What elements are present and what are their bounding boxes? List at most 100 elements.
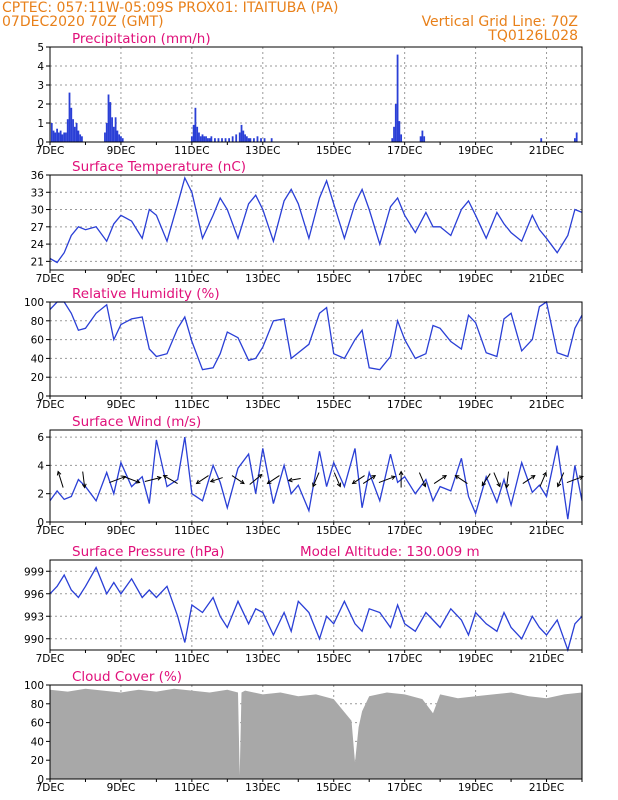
precip-bar bbox=[228, 138, 231, 142]
precip-bar bbox=[398, 121, 401, 142]
precip-bar bbox=[210, 136, 213, 142]
precip-bar bbox=[214, 138, 216, 142]
precip-bar bbox=[201, 134, 204, 142]
wind-ytick-label: 6 bbox=[37, 432, 44, 444]
wind-arrow-head bbox=[504, 483, 510, 489]
precip-bar bbox=[540, 138, 543, 142]
header-grid-line: Vertical Grid Line: 70Z bbox=[422, 14, 578, 30]
precip-bar bbox=[270, 138, 273, 142]
pres-xtick-label: 21DEC bbox=[529, 653, 564, 665]
pres-frame bbox=[49, 559, 583, 651]
wind-arrow-head bbox=[121, 475, 127, 480]
wind-arrow-head bbox=[454, 474, 460, 480]
precip-bar bbox=[574, 138, 576, 142]
precip-ytick-label: 1 bbox=[37, 118, 44, 130]
precip-bar bbox=[70, 107, 73, 142]
wind-arrow-head bbox=[556, 482, 562, 488]
wind-arrow bbox=[57, 471, 64, 488]
temp-ytick-label: 36 bbox=[31, 170, 45, 182]
wind-arrow-head bbox=[209, 478, 215, 483]
precip-xtick-label: 17DEC bbox=[387, 145, 422, 157]
rh-xtick-label: 9DEC bbox=[107, 399, 136, 411]
temp-xtick-label: 17DEC bbox=[387, 273, 422, 285]
rh-xtick-label: 11DEC bbox=[174, 399, 209, 411]
wind-arrow bbox=[493, 472, 501, 487]
wind-xtick-label: 11DEC bbox=[174, 525, 209, 537]
precip-bar bbox=[81, 136, 83, 142]
wind-arrow-head bbox=[239, 479, 245, 485]
precip-bar bbox=[238, 132, 241, 142]
wind-line bbox=[49, 436, 583, 520]
precip-bar bbox=[77, 130, 80, 142]
precip-bar bbox=[575, 132, 578, 142]
wind-ytick-label: 2 bbox=[37, 489, 44, 501]
wind-xtick-label: 15DEC bbox=[316, 525, 351, 537]
wind-arrow bbox=[522, 475, 536, 484]
wind-arrow bbox=[163, 475, 178, 484]
wind-arrow-head bbox=[542, 471, 547, 477]
precip-bar bbox=[63, 132, 66, 142]
precip-bar bbox=[419, 136, 422, 142]
precip-bar bbox=[217, 138, 220, 142]
precip-bar bbox=[205, 136, 207, 142]
rh-xtick-label: 15DEC bbox=[316, 399, 351, 411]
wind-arrow bbox=[378, 476, 396, 484]
wind-arrow bbox=[196, 475, 209, 484]
temp-panel: Surface Temperature (nC) 21 24 27 30 33 36 7DEC… bbox=[31, 159, 583, 285]
temp-xtick-label: 13DEC bbox=[245, 273, 280, 285]
precip-bar bbox=[118, 134, 121, 142]
wind-arrow-head bbox=[195, 479, 201, 485]
precip-ytick-label: 3 bbox=[37, 80, 44, 92]
pres-xtick-label: 13DEC bbox=[245, 653, 280, 665]
temp-ytick-label: 30 bbox=[31, 205, 44, 217]
cloud-xtick-label: 7DEC bbox=[36, 782, 65, 794]
cloud-title: Cloud Cover (%) bbox=[72, 669, 182, 685]
precip-bar bbox=[190, 136, 193, 142]
cloud-xtick-label: 13DEC bbox=[245, 782, 280, 794]
wind-arrow bbox=[82, 471, 86, 488]
temp-xtick-label: 15DEC bbox=[316, 273, 351, 285]
precip-bar bbox=[394, 104, 397, 142]
precip-bar bbox=[66, 119, 69, 142]
temp-xtick-label: 7DEC bbox=[36, 273, 65, 285]
precip-bar bbox=[208, 138, 211, 142]
wind-arrow bbox=[481, 473, 491, 486]
precip-xtick-label: 21DEC bbox=[529, 145, 564, 157]
rh-frame bbox=[49, 301, 583, 397]
wind-arrow-head bbox=[56, 470, 62, 476]
pres-line bbox=[49, 566, 583, 653]
pres-ytick-label: 990 bbox=[24, 634, 44, 646]
wind-arrow-head bbox=[530, 474, 536, 480]
wind-arrow bbox=[433, 475, 447, 484]
precip-bar bbox=[68, 92, 71, 142]
wind-arrow-head bbox=[442, 474, 448, 480]
wind-title: Surface Wind (m/s) bbox=[72, 414, 201, 430]
precip-xtick-label: 19DEC bbox=[458, 145, 493, 157]
precip-bar bbox=[121, 138, 124, 142]
wind-arrow-head bbox=[135, 479, 141, 484]
precip-bar bbox=[240, 124, 243, 142]
cloud-area bbox=[50, 688, 582, 779]
precip-bar bbox=[221, 138, 223, 142]
wind-arrow-head bbox=[351, 479, 357, 485]
precip-bar bbox=[206, 138, 209, 142]
pres-xtick-label: 17DEC bbox=[387, 653, 422, 665]
rh-ytick-label: 60 bbox=[31, 335, 44, 347]
precip-bar bbox=[253, 138, 255, 142]
rh-xtick-label: 13DEC bbox=[245, 399, 280, 411]
wind-arrow-head bbox=[390, 475, 396, 480]
temp-xtick-label: 9DEC bbox=[107, 273, 136, 285]
pres-xtick-label: 15DEC bbox=[316, 653, 351, 665]
pres-ytick-label: 996 bbox=[24, 589, 44, 601]
precip-bar bbox=[249, 138, 252, 142]
wind-arrow-head bbox=[287, 477, 293, 483]
precip-bar bbox=[244, 134, 246, 142]
cloud-xtick-label: 21DEC bbox=[529, 782, 564, 794]
wind-arrow bbox=[144, 477, 161, 483]
wind-arrow-head bbox=[481, 481, 487, 487]
precip-bar bbox=[423, 136, 426, 142]
precip-bar bbox=[112, 126, 115, 142]
precip-bar bbox=[260, 138, 262, 142]
wind-arrow-head bbox=[421, 482, 427, 488]
wind-arrow bbox=[352, 475, 365, 484]
